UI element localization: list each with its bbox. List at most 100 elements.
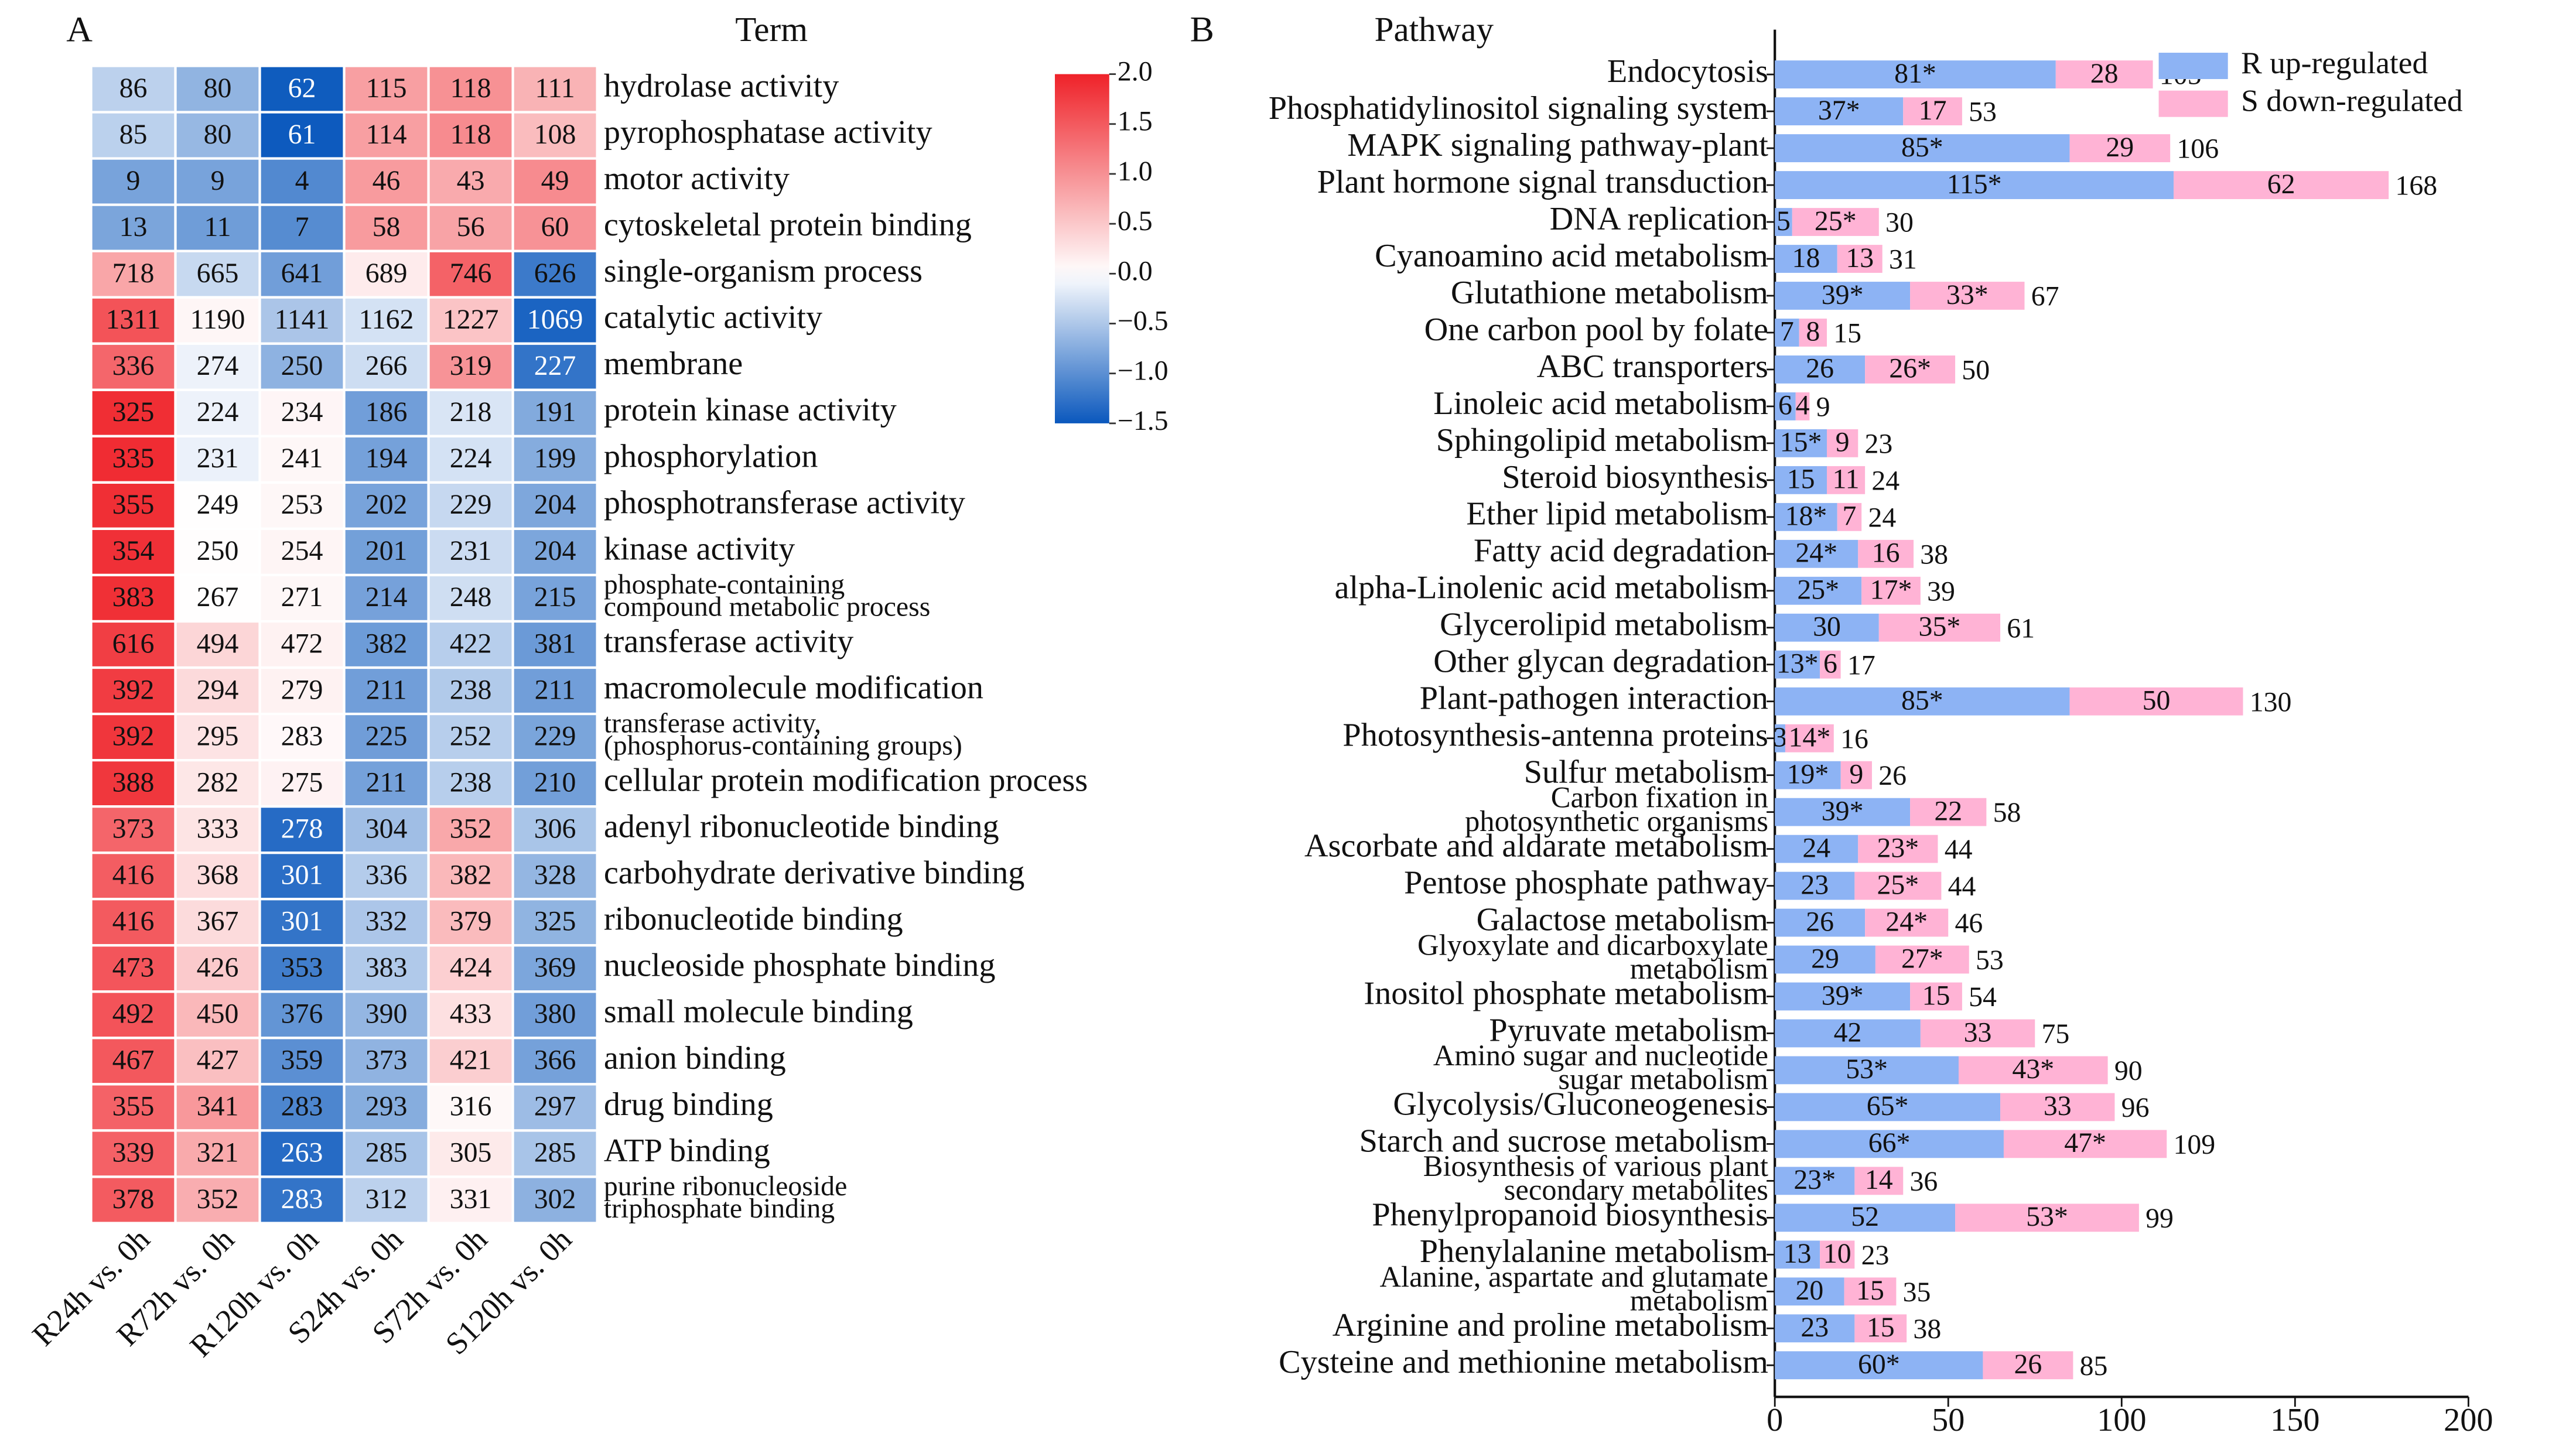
bar-segment xyxy=(1792,208,1879,236)
cell-label: 366 xyxy=(534,1045,576,1076)
segment-label: 50 xyxy=(2143,685,2171,716)
cell-label: 250 xyxy=(197,535,239,566)
total-label: 9 xyxy=(1816,391,1830,422)
cell-label: 1311 xyxy=(106,304,161,335)
segment-label: 25* xyxy=(1797,575,1839,606)
cell-label: 199 xyxy=(534,443,576,474)
segment-label: 35* xyxy=(1919,611,1961,642)
category-label: Glutathione metabolism xyxy=(1451,275,1768,311)
cell-label: 266 xyxy=(365,350,408,381)
cell-label: 382 xyxy=(365,628,408,659)
category-label: Amino sugar and nucleotide sugar metaboli… xyxy=(1433,1039,1768,1096)
bar-segment xyxy=(1775,1130,2004,1158)
heatmap-title: Term xyxy=(735,10,808,49)
bar-segment xyxy=(1775,945,1875,974)
heat-cell xyxy=(258,435,346,484)
bar-segment xyxy=(1854,1314,1907,1343)
cell-label: 473 xyxy=(112,952,155,983)
total-label: 99 xyxy=(2145,1203,2174,1234)
cell-label: 325 xyxy=(112,396,155,428)
heat-cell xyxy=(427,249,514,299)
heat-cell xyxy=(511,296,599,345)
total-label: 31 xyxy=(1889,244,1917,275)
total-label: 109 xyxy=(2173,1129,2215,1160)
heat-cell xyxy=(174,203,261,252)
heat-cell xyxy=(343,111,430,160)
category-label: Ascorbate and aldarate metabolism xyxy=(1304,828,1768,864)
cell-label: 225 xyxy=(365,720,408,751)
cell-label: 416 xyxy=(112,906,155,937)
bar-segment xyxy=(1775,1167,1855,1195)
cell-label: 319 xyxy=(450,350,492,381)
category-label: Phenylalanine metabolism xyxy=(1420,1233,1768,1270)
cell-label: 118 xyxy=(450,119,491,150)
heat-cell xyxy=(174,620,261,669)
segment-label: 14* xyxy=(1789,722,1831,753)
cell-label: 355 xyxy=(112,1091,155,1122)
heat-cell xyxy=(427,1175,514,1225)
bar-segment xyxy=(1775,650,1820,679)
heat-cell xyxy=(427,1129,514,1178)
cell-label: 49 xyxy=(541,165,569,196)
cell-label: 388 xyxy=(112,767,155,798)
total-label: 35 xyxy=(1903,1277,1931,1308)
total-label: 96 xyxy=(2121,1092,2150,1123)
heat-cell xyxy=(427,481,514,531)
cell-label: 689 xyxy=(365,258,408,289)
bar-segment xyxy=(1837,502,1862,531)
category-label: Biosynthesis of various plant secondary m… xyxy=(1423,1150,1768,1206)
heat-cell xyxy=(343,157,430,206)
heat-cell xyxy=(511,1129,599,1178)
heat-cell xyxy=(511,898,599,947)
segment-label: 39* xyxy=(1822,980,1864,1011)
bar-segment xyxy=(1775,502,1837,531)
heat-cell xyxy=(258,203,346,252)
heat-cell xyxy=(90,296,177,345)
row-label: anion binding xyxy=(604,1040,786,1076)
category-label: Cysteine and methionine metabolism xyxy=(1279,1344,1768,1380)
segment-label: 22 xyxy=(1934,795,1962,826)
cell-label: 472 xyxy=(281,628,323,659)
segment-label: 85* xyxy=(1901,685,1943,716)
cell-label: 616 xyxy=(112,628,155,659)
bar-segment xyxy=(1854,871,1942,900)
cell-label: 86 xyxy=(119,73,148,104)
bar-segment xyxy=(1775,761,1841,789)
cell-label: 746 xyxy=(450,258,492,289)
heat-cell xyxy=(427,1037,514,1086)
segment-label: 13* xyxy=(1776,648,1819,679)
heat-cell xyxy=(343,1175,430,1225)
heat-cell xyxy=(174,573,261,623)
cell-label: 336 xyxy=(112,350,155,381)
cell-label: 492 xyxy=(112,999,155,1030)
segment-label: 9 xyxy=(1836,427,1850,458)
category-label: MAPK signaling pathway-plant xyxy=(1347,127,1768,163)
segment-label: 26 xyxy=(1806,353,1834,384)
bar-segment xyxy=(1858,539,1914,568)
total-label: 46 xyxy=(1955,908,1983,939)
cell-label: 4 xyxy=(295,165,309,196)
category-label: Sphingolipid metabolism xyxy=(1436,422,1768,459)
bar-segment xyxy=(1775,908,1866,937)
bar-segment xyxy=(1854,1167,1904,1195)
bar-segment xyxy=(1875,945,1969,974)
segment-label: 3 xyxy=(1773,722,1787,753)
row-label: phosphorylation xyxy=(604,438,818,474)
segment-label: 16 xyxy=(1872,538,1900,569)
segment-label: 85* xyxy=(1901,132,1943,163)
heat-cell xyxy=(174,852,261,901)
row-label: membrane xyxy=(604,346,743,382)
cell-label: 294 xyxy=(197,674,239,705)
cell-label: 9 xyxy=(127,165,141,196)
cell-label: 369 xyxy=(534,952,576,983)
bar-segment xyxy=(1840,761,1872,789)
cell-label: 229 xyxy=(450,489,492,520)
cell-label: 383 xyxy=(112,582,155,613)
heat-cell xyxy=(343,203,430,252)
segment-label: 23 xyxy=(1801,1312,1829,1343)
bar-segment xyxy=(1844,1277,1897,1306)
cell-label: 293 xyxy=(365,1091,408,1122)
heat-cell xyxy=(90,1129,177,1178)
heat-cell xyxy=(427,620,514,669)
cell-label: 111 xyxy=(535,73,575,104)
